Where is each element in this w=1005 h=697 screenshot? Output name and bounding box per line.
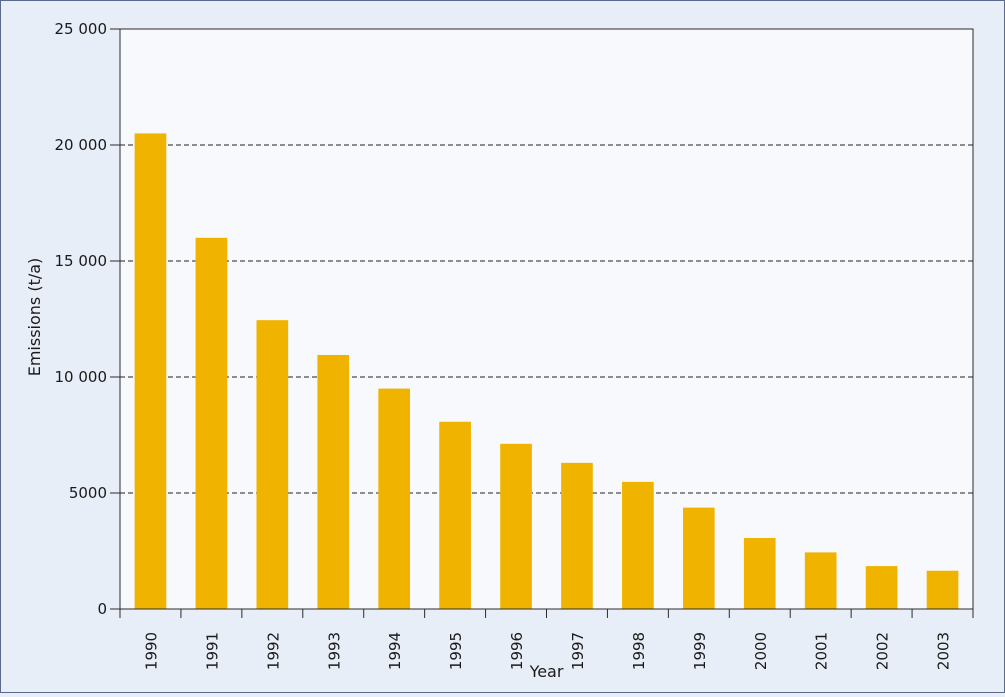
axes	[110, 28, 974, 618]
x-tick-label: 1996	[508, 632, 526, 670]
y-tick-label: 20 000	[55, 136, 108, 154]
x-axis-label: Year	[529, 662, 564, 681]
y-tick-label: 5000	[69, 484, 107, 502]
x-tick-label: 1997	[569, 632, 587, 670]
x-tick-label: 1998	[630, 632, 648, 670]
bar	[317, 354, 350, 609]
bar	[256, 320, 289, 609]
bar	[743, 538, 776, 609]
bar	[865, 566, 898, 609]
y-tick-label: 25 000	[55, 20, 108, 38]
bar	[439, 421, 471, 609]
bar	[134, 133, 167, 609]
bar	[378, 388, 411, 609]
x-tick-label: 1993	[325, 632, 343, 670]
y-axis-label: Emissions (t/a)	[25, 258, 44, 377]
x-tick-label: 1994	[386, 632, 404, 670]
y-tick-label: 10 000	[55, 368, 108, 386]
x-tick-label: 2003	[935, 632, 953, 670]
x-tick-label: 1992	[264, 632, 282, 670]
y-tick-label: 15 000	[55, 252, 108, 270]
x-tick-label: 2001	[813, 632, 831, 670]
x-tick-label: 1995	[447, 632, 465, 670]
bars	[134, 133, 959, 610]
bar	[195, 237, 228, 610]
x-tick-label: 2002	[874, 632, 892, 670]
x-tick-label: 1999	[691, 632, 709, 670]
x-tick-label: 2000	[752, 632, 770, 670]
y-tick-label: 0	[97, 600, 107, 618]
bar	[561, 462, 593, 609]
x-tick-label: 1991	[203, 632, 221, 670]
x-tick-labels: 1990 1991 1992 1993 1994 1995 1996 1997 1998 1999…	[142, 632, 952, 670]
bar	[682, 507, 715, 609]
grid-lines	[120, 144, 973, 494]
bar	[500, 443, 532, 609]
bar	[804, 552, 837, 609]
plot-area	[119, 28, 974, 610]
bar	[622, 481, 654, 609]
bar	[926, 570, 959, 609]
x-tick-label: 1990	[142, 632, 160, 670]
y-tick-labels: 0 5000 10 000 15 000 20 000 25 000	[55, 20, 108, 618]
